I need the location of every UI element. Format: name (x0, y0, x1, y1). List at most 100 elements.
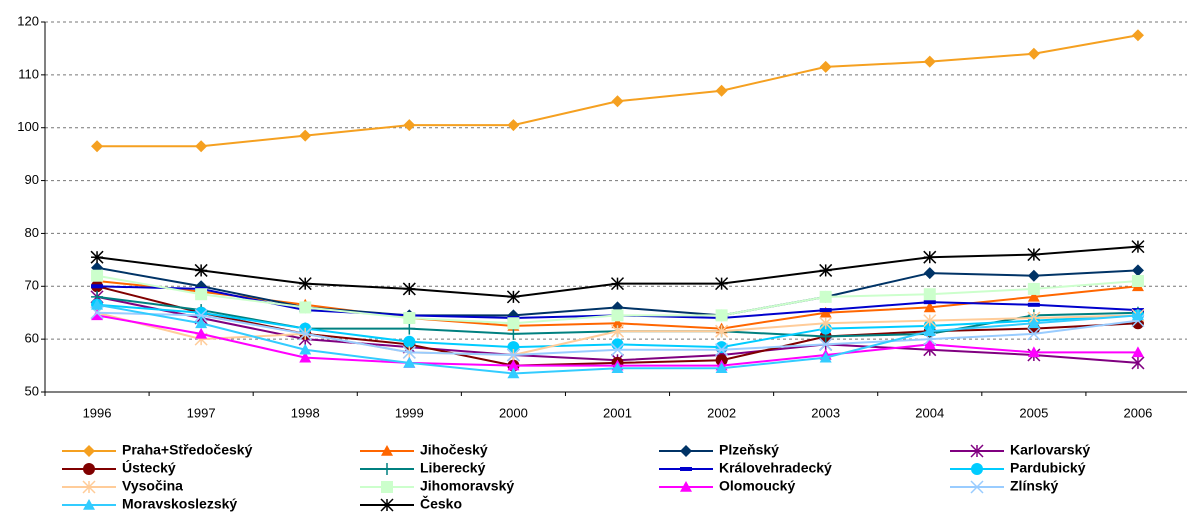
legend-label: Ústecký (122, 459, 176, 476)
marker-part (195, 327, 208, 339)
legend-marker (82, 480, 96, 494)
marker-part (923, 288, 936, 301)
legend-label: Olomoucký (719, 478, 795, 494)
marker (819, 316, 833, 330)
marker (1131, 29, 1144, 42)
y-tick-label: 120 (17, 13, 39, 28)
series-line (97, 34, 1139, 148)
marker (923, 314, 937, 328)
marker-part (507, 367, 520, 379)
marker (507, 119, 520, 132)
legend-label: Praha+Středočeský (122, 442, 253, 458)
legend-label: Jihomoravský (420, 478, 514, 494)
marker (611, 95, 624, 108)
marker-part (923, 338, 936, 350)
legend-marker (680, 481, 692, 492)
x-tick-label: 1997 (187, 405, 216, 420)
marker-part (507, 341, 520, 354)
marker (91, 140, 104, 153)
marker (715, 324, 729, 338)
marker (507, 327, 520, 340)
marker (819, 308, 832, 313)
marker-part (611, 309, 624, 322)
marker (195, 327, 208, 339)
marker (195, 317, 208, 329)
marker (819, 263, 833, 277)
x-tick-label: 2003 (811, 405, 840, 420)
marker-part (195, 140, 208, 153)
marker (298, 277, 312, 291)
marker-part (1131, 275, 1144, 287)
marker-part (299, 343, 312, 355)
marker (1027, 47, 1040, 60)
x-tick-label: 2000 (499, 405, 528, 420)
marker-part (1027, 290, 1040, 302)
legend-marker (970, 480, 984, 494)
legend-label: Vysočina (122, 478, 183, 494)
marker (611, 362, 624, 374)
marker-part (923, 325, 936, 337)
marker (507, 359, 520, 371)
marker (298, 327, 312, 341)
legend-marker (83, 463, 95, 475)
marker (194, 308, 208, 322)
marker-part (402, 345, 416, 359)
marker-part (298, 327, 312, 341)
marker-part (299, 301, 312, 314)
marker (611, 309, 624, 322)
legend-label: Plzeňský (719, 442, 779, 458)
marker (1131, 264, 1144, 277)
marker-part (91, 284, 104, 289)
marker (1027, 327, 1041, 341)
marker (195, 288, 208, 301)
marker (1131, 309, 1144, 321)
marker-part (1131, 29, 1144, 42)
marker (923, 300, 936, 305)
x-tick-label: 1999 (395, 405, 424, 420)
marker (923, 301, 936, 313)
marker (923, 288, 936, 301)
marker-part (91, 309, 104, 321)
legend-label: Česko (420, 495, 462, 512)
marker (819, 351, 832, 363)
marker (91, 309, 104, 321)
marker (402, 282, 416, 296)
x-tick-label: 2004 (915, 405, 944, 420)
marker-part (1027, 302, 1040, 307)
marker-part (923, 267, 936, 280)
legend-marker (680, 467, 692, 471)
marker (819, 337, 833, 351)
legend-label: Jihočeský (420, 442, 488, 458)
marker (715, 341, 728, 354)
marker (715, 309, 728, 322)
legend-marker (970, 444, 984, 458)
marker-part (381, 445, 393, 456)
marker-part (507, 119, 520, 132)
marker-part (83, 445, 95, 457)
marker (1027, 346, 1040, 358)
marker (611, 338, 624, 351)
marker (506, 348, 520, 362)
legend-marker (380, 498, 394, 512)
legend-marker (381, 463, 393, 475)
marker-part (507, 359, 520, 371)
marker-part (680, 445, 692, 457)
marker (507, 367, 520, 379)
marker-part (91, 298, 104, 310)
marker-part (611, 362, 624, 374)
marker (819, 290, 832, 303)
marker (90, 250, 104, 264)
marker (299, 351, 312, 363)
marker (715, 343, 729, 357)
marker (299, 343, 312, 355)
marker-part (611, 95, 624, 108)
marker (507, 341, 520, 354)
marker (1027, 269, 1040, 282)
marker-part (715, 343, 729, 357)
marker-part (403, 335, 416, 348)
marker (1027, 317, 1040, 329)
x-tick-label: 1996 (83, 405, 112, 420)
marker-part (507, 317, 520, 330)
marker (610, 343, 625, 357)
